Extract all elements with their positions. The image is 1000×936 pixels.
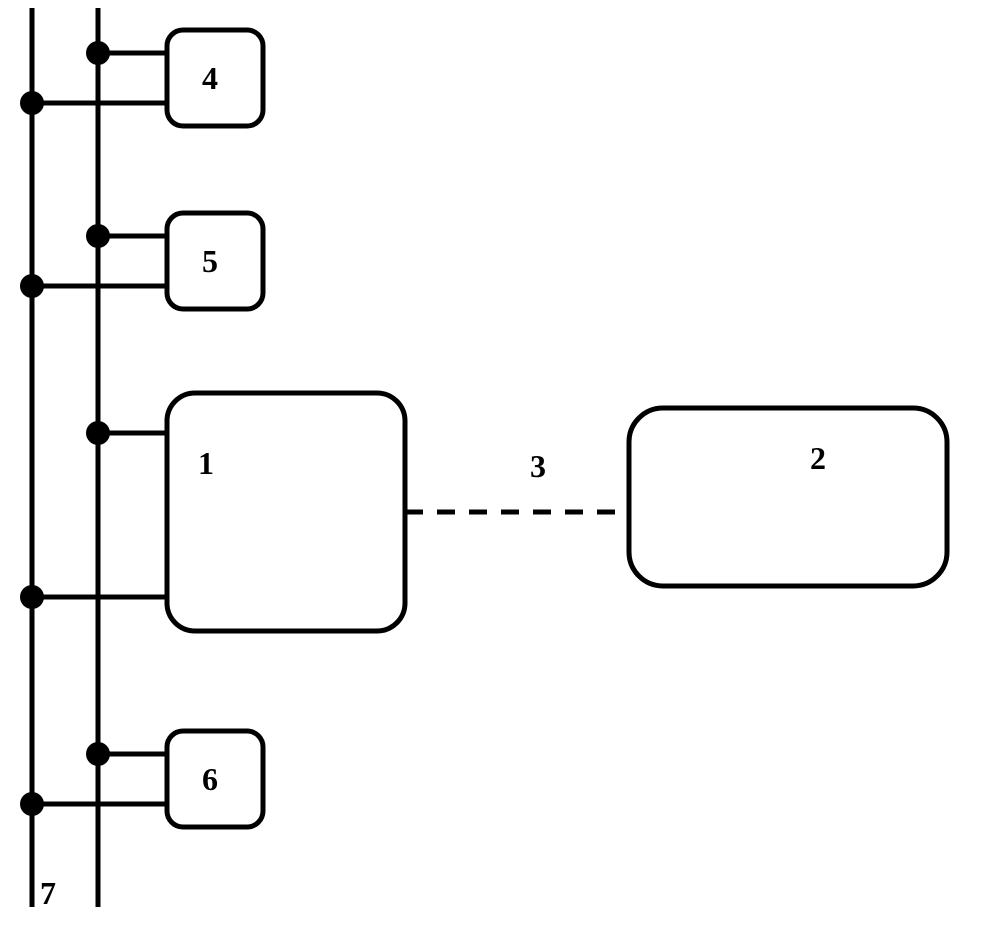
junction-dot-0 [86,41,110,65]
junction-dot-5 [20,585,44,609]
label-free-1: 7 [40,875,56,912]
label-free-0: 3 [530,448,546,485]
label-box6: 6 [202,761,218,798]
label-box1: 1 [198,445,214,482]
label-box5: 5 [202,243,218,280]
junction-dot-3 [20,274,44,298]
label-box2: 2 [810,440,826,477]
junction-dot-7 [20,792,44,816]
junction-dot-1 [20,91,44,115]
node-box2 [629,408,947,586]
diagram-canvas [0,0,1000,936]
junction-dot-6 [86,742,110,766]
junction-dot-2 [86,224,110,248]
label-box4: 4 [202,60,218,97]
node-box1 [167,393,405,631]
junction-dot-4 [86,421,110,445]
